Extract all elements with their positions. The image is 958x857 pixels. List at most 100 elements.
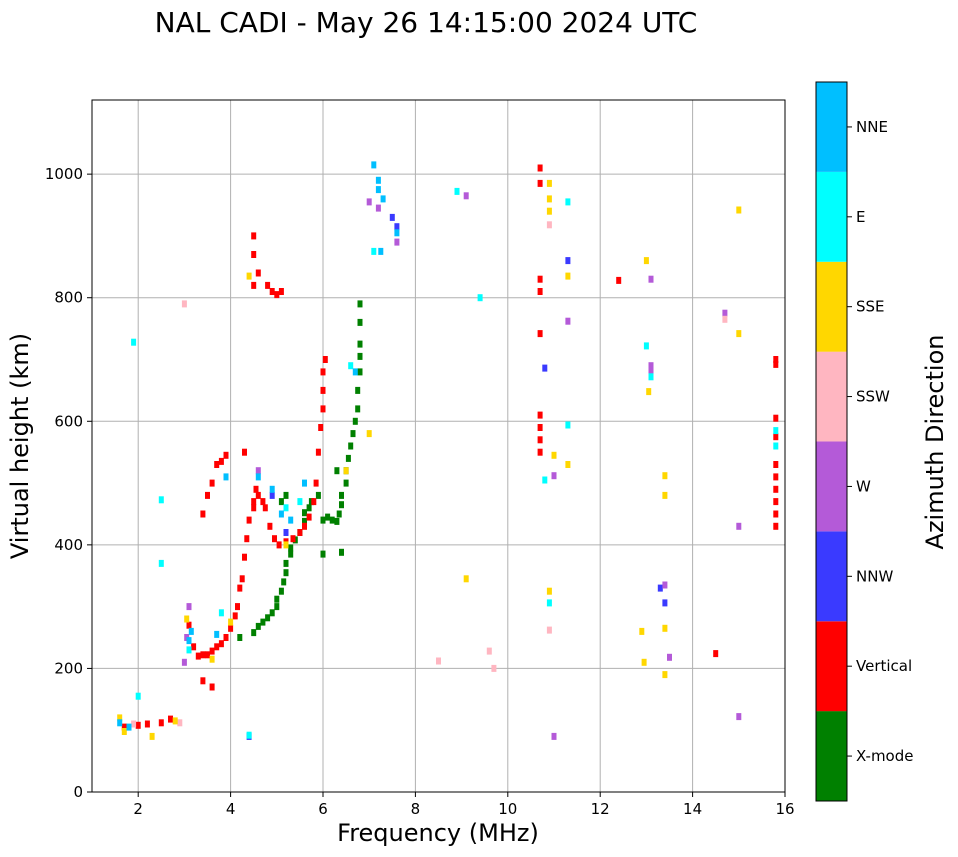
data-point [537, 164, 543, 172]
data-point [329, 516, 335, 524]
data-point [246, 272, 252, 280]
data-point [662, 624, 668, 632]
data-point [265, 281, 271, 289]
colorbar-label: Azimuth Direction [921, 335, 949, 550]
data-point [135, 692, 141, 700]
data-point [537, 448, 543, 456]
data-point [283, 491, 289, 499]
data-point [394, 229, 400, 237]
data-point [639, 627, 645, 635]
data-point [251, 629, 257, 637]
data-point [218, 457, 224, 465]
data-point [773, 498, 779, 506]
data-point [186, 603, 192, 611]
colorbar-segment [816, 171, 847, 262]
data-point [306, 504, 312, 512]
data-point [218, 609, 224, 617]
data-point [565, 317, 571, 325]
series-vertical [121, 164, 779, 731]
data-point [255, 622, 261, 630]
data-point [646, 388, 652, 396]
data-point [616, 276, 622, 284]
chart-title: NAL CADI - May 26 14:15:00 2024 UTC [155, 6, 698, 39]
data-point [297, 529, 303, 536]
data-point [235, 603, 240, 611]
data-point [648, 373, 654, 381]
data-point [302, 479, 307, 487]
data-point [389, 213, 395, 221]
data-point [117, 719, 123, 727]
data-point [546, 195, 552, 203]
data-point [267, 522, 273, 530]
data-point [251, 251, 257, 258]
data-point [736, 522, 742, 530]
data-point [288, 550, 294, 558]
colorbar-tick-label: NNW [856, 567, 893, 585]
y-axis-label: Virtual height (km) [6, 333, 34, 559]
data-point [773, 485, 779, 493]
data-point [542, 364, 548, 372]
data-point [722, 309, 728, 317]
data-point [551, 732, 557, 740]
data-point [239, 575, 245, 583]
data-point [722, 315, 728, 323]
data-point [565, 198, 571, 206]
data-point [255, 269, 261, 277]
series-ssw [131, 221, 728, 728]
data-point [357, 340, 363, 348]
data-point [265, 614, 271, 622]
data-point [269, 491, 275, 499]
data-point [546, 207, 552, 215]
data-point [318, 424, 324, 431]
data-point [375, 204, 381, 212]
data-point [209, 683, 215, 691]
data-point [334, 467, 340, 475]
colorbar-segment [816, 711, 847, 801]
data-point [355, 405, 361, 413]
data-point [255, 491, 261, 499]
data-point [283, 541, 289, 549]
data-point [339, 491, 344, 499]
data-point [352, 417, 358, 425]
data-point [542, 476, 548, 484]
data-point [320, 405, 326, 413]
data-point [205, 651, 210, 659]
y-axis-ticks: 0 200 400 600 800 1000 [45, 165, 92, 801]
data-point [641, 658, 647, 666]
data-point [177, 719, 183, 727]
y-tick-label: 0 [73, 783, 83, 801]
data-point [657, 584, 663, 592]
data-point [667, 653, 672, 661]
data-point [643, 342, 649, 350]
data-point [251, 498, 257, 506]
plot-frame [91, 99, 786, 793]
data-point [274, 595, 280, 603]
y-tick-label: 600 [54, 412, 83, 430]
plot-area: 2 4 6 8 10 12 14 16 0 200 400 600 800 1000 [45, 99, 795, 818]
x-tick-label: 10 [498, 800, 517, 818]
data-point [773, 473, 779, 481]
data-point [773, 433, 779, 441]
data-point [773, 461, 779, 468]
data-point [713, 650, 719, 658]
data-point [355, 386, 361, 394]
data-point [320, 368, 326, 376]
data-point [546, 179, 552, 187]
colorbar-frame [815, 81, 848, 802]
data-point [251, 281, 257, 289]
data-point [773, 356, 779, 363]
data-point [662, 491, 668, 499]
data-point [274, 291, 280, 299]
data-point [246, 516, 252, 524]
data-point [648, 362, 654, 370]
data-point [551, 451, 557, 459]
data-point [237, 634, 243, 641]
x-tick-label: 6 [318, 800, 328, 818]
colorbar: X-mode Vertical NNW W SSW SSE E NNE [815, 81, 913, 802]
data-point [537, 288, 543, 295]
data-point [121, 723, 127, 731]
data-point [736, 713, 742, 721]
x-tick-label: 4 [226, 800, 236, 818]
data-point [214, 461, 220, 468]
data-point [773, 522, 779, 530]
